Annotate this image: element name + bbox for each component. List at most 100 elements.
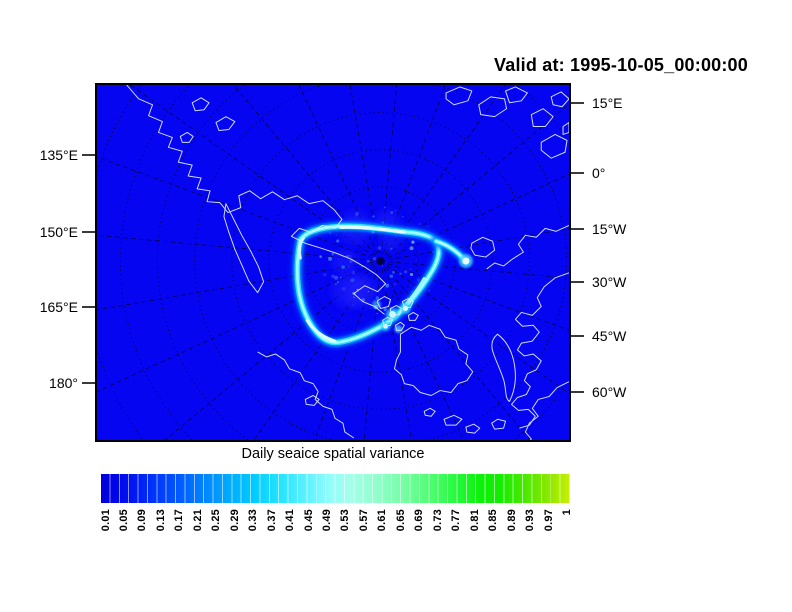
right-axis-tick bbox=[571, 102, 584, 104]
colorbar-tick-label: 1 bbox=[561, 509, 573, 516]
right-axis-tick bbox=[571, 335, 584, 337]
parallel-circle bbox=[268, 149, 493, 373]
colorbar-tick-label: 0.77 bbox=[450, 509, 463, 532]
variance-dot bbox=[389, 274, 394, 278]
colorbar-tick-label: 0.65 bbox=[394, 509, 407, 532]
colorbar bbox=[101, 474, 570, 503]
colorbar-tick-label: 0.17 bbox=[173, 509, 186, 532]
variance-dot bbox=[409, 284, 411, 286]
left-axis-tick bbox=[82, 382, 95, 384]
variance-dot bbox=[336, 281, 339, 284]
colorbar-tick-label: 0.41 bbox=[284, 509, 297, 532]
colorbar-tick-label: 0.89 bbox=[505, 509, 518, 532]
colorbar-tick-label: 0.29 bbox=[228, 509, 241, 532]
colorbar-tick-label: 0.97 bbox=[542, 509, 555, 532]
variance-dot bbox=[427, 225, 430, 228]
colorbar-tick-label: 0.37 bbox=[265, 509, 278, 532]
left-axis-tick-label: 150°E bbox=[39, 224, 78, 240]
variance-dot bbox=[402, 216, 404, 218]
colorbar-tick-label: 0.93 bbox=[524, 509, 537, 532]
colorbar-tick-label: 0.01 bbox=[99, 509, 112, 532]
colorbar-segment-separators bbox=[101, 474, 570, 503]
variance-dot bbox=[393, 282, 397, 286]
variance-dot bbox=[392, 270, 395, 274]
parallel-circle bbox=[194, 85, 567, 440]
variance-dot bbox=[351, 270, 356, 275]
variance-dot bbox=[428, 289, 431, 292]
variance-dot bbox=[372, 256, 377, 261]
variance-dot bbox=[375, 296, 380, 300]
variance-dot bbox=[347, 265, 350, 268]
variance-dot bbox=[409, 272, 414, 277]
variance-dot bbox=[334, 283, 337, 286]
colorbar-tick-label: 0.21 bbox=[191, 509, 204, 532]
variance-dot bbox=[409, 246, 414, 251]
right-axis-tick-label: 15°E bbox=[592, 95, 623, 111]
colorbar-tick-label: 0.49 bbox=[321, 509, 334, 532]
variance-dot bbox=[347, 254, 352, 259]
right-axis-tick-label: 60°W bbox=[592, 384, 627, 400]
variance-dot bbox=[383, 286, 387, 290]
variance-dot bbox=[319, 255, 322, 258]
variance-dot bbox=[341, 287, 346, 291]
ice-edge-variance-band bbox=[290, 219, 473, 350]
variance-dot bbox=[349, 280, 351, 282]
right-axis-tick-label: 15°W bbox=[592, 221, 627, 237]
variance-dot bbox=[369, 307, 372, 310]
variance-dot bbox=[411, 240, 415, 244]
map-panel bbox=[95, 83, 571, 442]
right-axis-tick-label: 45°W bbox=[592, 328, 627, 344]
variance-dot bbox=[376, 312, 379, 315]
variance-dot bbox=[383, 206, 386, 209]
variance-dot bbox=[366, 259, 370, 263]
right-axis-tick bbox=[571, 228, 584, 230]
variance-dot bbox=[380, 264, 384, 267]
left-axis-tick-label: 135°E bbox=[39, 147, 78, 163]
variance-dot bbox=[383, 307, 387, 312]
variance-dot bbox=[367, 290, 370, 293]
variance-dot bbox=[323, 273, 327, 277]
parallel-circle bbox=[119, 85, 569, 440]
map-caption: Daily seaice spatial variance bbox=[241, 446, 425, 462]
parallel-circle bbox=[231, 112, 530, 410]
variance-dot bbox=[399, 272, 402, 276]
variance-dot bbox=[410, 268, 412, 270]
variance-dot bbox=[372, 215, 375, 218]
colorbar-tick-label: 0.13 bbox=[154, 509, 167, 532]
variance-dot bbox=[349, 259, 353, 264]
variance-dot bbox=[353, 296, 355, 299]
parallel-circle bbox=[342, 223, 419, 299]
colorbar-tick-label: 0.81 bbox=[468, 509, 481, 532]
colorbar-labels: 0.01 0.05 0.09 0.13 0.17 0.21 0.25 0.29 0.33 0.37… bbox=[99, 509, 574, 551]
variance-dot bbox=[352, 304, 354, 307]
variance-dot bbox=[355, 216, 358, 218]
figure-title: Valid at: 1995-10-05_00:00:00 bbox=[494, 55, 748, 75]
left-axis-tick-label: 165°E bbox=[39, 299, 78, 315]
variance-dot bbox=[385, 283, 390, 288]
variance-dot bbox=[390, 247, 393, 250]
variance-dot bbox=[331, 252, 335, 256]
colorbar-tick-label: 0.09 bbox=[136, 509, 149, 532]
colorbar-tick-label: 0.05 bbox=[117, 509, 130, 532]
colorbar-tick-label: 0.69 bbox=[413, 509, 426, 532]
variance-dot bbox=[355, 212, 359, 216]
right-axis-tick-label: 30°W bbox=[592, 274, 627, 290]
variance-dot bbox=[335, 233, 337, 236]
right-axis-tick bbox=[571, 172, 584, 174]
variance-dot bbox=[331, 274, 335, 279]
colorbar-tick-label: 0.53 bbox=[339, 509, 352, 532]
left-axis-tick-label: 180° bbox=[49, 375, 78, 391]
meridian-line bbox=[129, 85, 381, 262]
left-axis-tick bbox=[82, 231, 95, 233]
variance-dot bbox=[340, 276, 342, 279]
colorbar-tick-label: 0.45 bbox=[302, 509, 315, 532]
variance-dot bbox=[390, 211, 394, 214]
variance-dot bbox=[403, 270, 408, 274]
colorbar-tick-label: 0.57 bbox=[357, 509, 370, 532]
variance-dot bbox=[418, 222, 422, 226]
variance-dot bbox=[327, 256, 333, 261]
right-axis-tick bbox=[571, 391, 584, 393]
colorbar-tick-label: 0.61 bbox=[376, 509, 389, 532]
variance-dot bbox=[377, 246, 382, 251]
colorbar-tick-label: 0.25 bbox=[210, 509, 223, 532]
